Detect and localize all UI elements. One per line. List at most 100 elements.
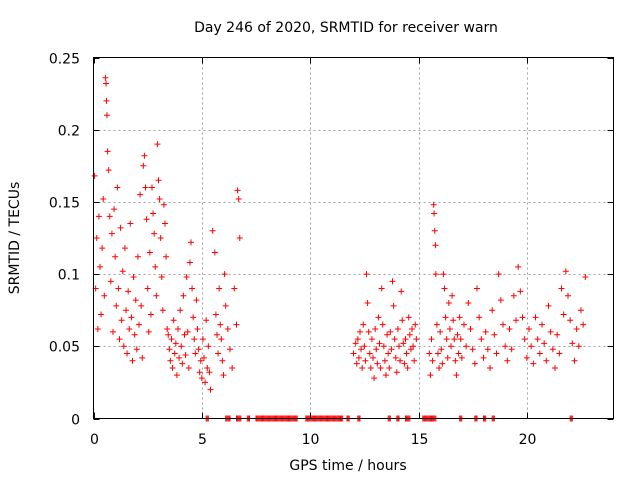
data-point bbox=[364, 299, 371, 306]
data-point bbox=[175, 325, 181, 332]
data-point bbox=[143, 216, 150, 223]
data-point bbox=[151, 230, 158, 237]
data-point bbox=[430, 201, 437, 208]
plot-frame bbox=[93, 57, 614, 419]
data-point bbox=[567, 317, 574, 324]
data-point bbox=[190, 314, 197, 321]
data-point bbox=[172, 340, 179, 347]
data-point bbox=[556, 350, 563, 357]
data-point bbox=[465, 299, 472, 306]
data-point bbox=[493, 350, 500, 357]
data-point bbox=[508, 346, 515, 353]
data-point bbox=[545, 302, 552, 309]
data-point bbox=[166, 346, 173, 353]
data-point bbox=[142, 184, 149, 191]
data-point bbox=[389, 278, 396, 285]
data-point bbox=[528, 343, 535, 350]
data-point bbox=[129, 357, 136, 364]
data-point bbox=[114, 184, 121, 191]
data-point bbox=[549, 346, 556, 353]
data-point bbox=[229, 364, 236, 371]
data-point bbox=[463, 343, 470, 350]
data-point bbox=[374, 360, 381, 367]
data-point bbox=[186, 259, 193, 266]
data-point bbox=[476, 314, 483, 321]
data-point bbox=[360, 321, 367, 328]
data-point bbox=[127, 220, 134, 227]
data-point bbox=[231, 285, 238, 292]
data-point bbox=[195, 346, 202, 353]
data-point bbox=[541, 340, 548, 347]
data-point bbox=[387, 328, 394, 335]
data-point bbox=[530, 360, 537, 367]
data-point bbox=[391, 336, 398, 343]
y-tick-label: 0.1 bbox=[58, 268, 80, 284]
data-point bbox=[222, 302, 229, 309]
data-point bbox=[502, 343, 509, 350]
data-point bbox=[402, 336, 409, 343]
data-point bbox=[366, 350, 373, 357]
data-point bbox=[489, 307, 496, 314]
data-point bbox=[521, 336, 528, 343]
data-point bbox=[429, 357, 436, 364]
y-axis-label: SRMTID / TECUs bbox=[7, 182, 23, 295]
data-point bbox=[182, 351, 189, 358]
data-point bbox=[138, 302, 145, 309]
data-point bbox=[219, 357, 226, 364]
data-point bbox=[152, 263, 159, 270]
data-point bbox=[165, 331, 172, 338]
y-tick-labels: 0 0.05 0.1 0.15 0.2 0.25 bbox=[49, 52, 80, 429]
data-point bbox=[428, 336, 435, 343]
data-point bbox=[214, 331, 220, 338]
data-point bbox=[185, 364, 192, 371]
data-point bbox=[144, 285, 151, 292]
data-point bbox=[181, 331, 188, 338]
data-point bbox=[399, 317, 406, 324]
data-point bbox=[411, 357, 418, 364]
data-point bbox=[398, 288, 405, 295]
data-point bbox=[474, 285, 480, 292]
data-point bbox=[573, 325, 580, 332]
data-point bbox=[139, 354, 146, 361]
data-point bbox=[562, 268, 569, 275]
data-point bbox=[390, 302, 397, 309]
data-point bbox=[370, 354, 376, 361]
data-point bbox=[203, 317, 210, 324]
x-tick-label: 20 bbox=[519, 432, 537, 448]
data-point bbox=[379, 321, 386, 328]
data-point bbox=[461, 321, 467, 328]
data-point bbox=[385, 350, 392, 357]
grid-layer bbox=[93, 57, 614, 419]
data-point bbox=[383, 372, 389, 379]
data-point bbox=[101, 292, 108, 299]
data-point bbox=[578, 307, 584, 314]
data-point bbox=[467, 325, 474, 332]
data-point bbox=[193, 297, 200, 304]
data-point bbox=[124, 350, 131, 357]
y-tick-label: 0.05 bbox=[49, 340, 80, 356]
data-point bbox=[201, 354, 207, 361]
data-point bbox=[177, 307, 184, 314]
data-point bbox=[375, 314, 382, 321]
data-point bbox=[432, 271, 439, 278]
data-point bbox=[436, 364, 443, 371]
data-point bbox=[211, 249, 218, 256]
data-point bbox=[380, 343, 387, 350]
data-point bbox=[153, 292, 160, 299]
data-point bbox=[580, 321, 587, 328]
data-point bbox=[388, 346, 395, 353]
data-point bbox=[164, 325, 171, 332]
data-point bbox=[439, 360, 446, 367]
x-axis-label: GPS time / hours bbox=[289, 458, 406, 474]
data-point bbox=[137, 191, 144, 198]
data-point bbox=[452, 357, 459, 364]
data-point bbox=[218, 336, 225, 343]
data-point bbox=[106, 213, 113, 220]
data-point bbox=[157, 235, 164, 241]
data-point bbox=[506, 325, 513, 332]
y-tick-label: 0 bbox=[71, 413, 80, 429]
data-point bbox=[94, 325, 101, 332]
data-point bbox=[121, 245, 128, 252]
data-point bbox=[458, 354, 465, 361]
data-point bbox=[432, 242, 439, 249]
